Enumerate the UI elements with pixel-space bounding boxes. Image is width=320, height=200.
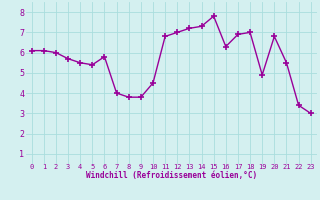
X-axis label: Windchill (Refroidissement éolien,°C): Windchill (Refroidissement éolien,°C) [86, 171, 257, 180]
